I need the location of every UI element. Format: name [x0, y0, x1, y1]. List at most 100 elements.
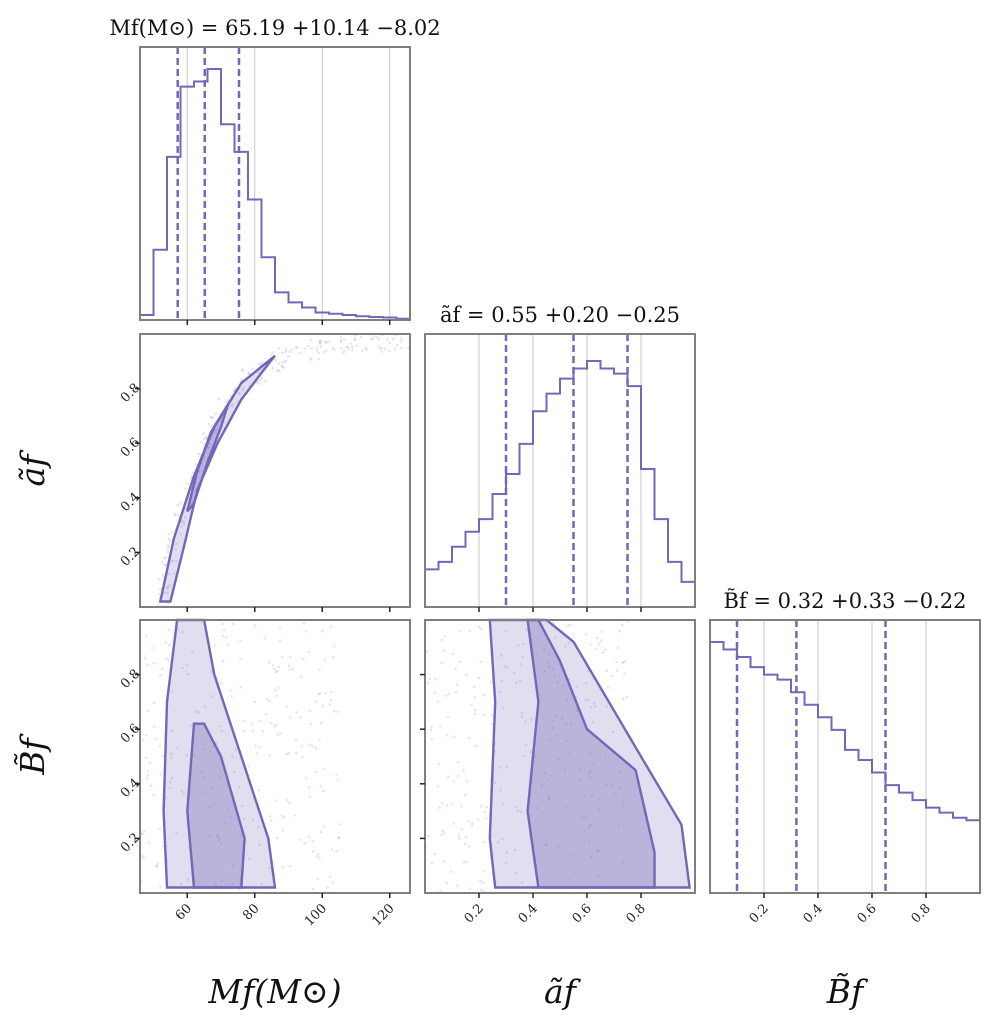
- scatter-point: [289, 716, 292, 719]
- scatter-point: [399, 340, 403, 343]
- x-axis-label-b-f: B̃f: [826, 972, 869, 1011]
- scatter-point: [231, 405, 234, 408]
- scatter-point: [180, 789, 184, 793]
- scatter-point: [522, 754, 525, 758]
- scatter-point: [547, 797, 551, 801]
- scatter-point: [520, 881, 524, 885]
- scatter-point: [477, 818, 480, 821]
- scatter-point: [186, 672, 189, 676]
- scatter-point: [483, 810, 487, 814]
- scatter-point: [328, 703, 332, 706]
- scatter-point: [333, 348, 336, 351]
- scatter-point: [556, 758, 560, 761]
- scatter-point: [543, 771, 547, 775]
- scatter-point: [247, 764, 250, 768]
- scatter-point: [605, 669, 609, 672]
- scatter-point: [168, 532, 171, 536]
- scatter-point: [518, 680, 522, 683]
- scatter-point: [167, 659, 170, 662]
- scatter-point: [477, 676, 481, 680]
- scatter-point: [241, 388, 244, 392]
- scatter-point: [319, 830, 323, 834]
- y-axis-label-b-f: B̃f: [13, 732, 52, 775]
- scatter-point: [179, 882, 183, 886]
- scatter-point: [170, 776, 174, 780]
- scatter-point: [622, 800, 626, 803]
- scatter-point: [181, 630, 185, 634]
- scatter-point: [329, 875, 332, 879]
- scatter-point: [287, 355, 290, 358]
- scatter-point: [434, 677, 437, 681]
- scatter-point: [388, 349, 391, 353]
- scatter-point: [318, 340, 322, 343]
- density-panel-mf-m-vs-f: [156, 333, 410, 608]
- scatter-point: [524, 743, 527, 747]
- scatter-point: [271, 351, 275, 354]
- scatter-point: [463, 793, 467, 797]
- scatter-point: [346, 345, 350, 349]
- scatter-point: [433, 852, 437, 856]
- scatter-point: [522, 642, 525, 646]
- scatter-point: [299, 838, 303, 842]
- scatter-point: [597, 808, 600, 812]
- scatter-point: [331, 881, 335, 884]
- scatter-point: [168, 786, 172, 790]
- scatter-point: [625, 695, 628, 699]
- scatter-point: [585, 681, 588, 685]
- scatter-point: [339, 340, 342, 344]
- scatter-point: [184, 515, 187, 519]
- scatter-point: [318, 739, 321, 742]
- scatter-point: [278, 369, 281, 373]
- scatter-point: [263, 637, 267, 640]
- scatter-point: [274, 689, 277, 692]
- contour-inner: [526, 618, 656, 889]
- scatter-point: [479, 627, 483, 631]
- scatter-point: [473, 708, 477, 712]
- scatter-point: [233, 770, 236, 774]
- scatter-point: [479, 660, 483, 664]
- scatter-point: [270, 721, 273, 725]
- scatter-point: [479, 879, 482, 883]
- scatter-point: [484, 817, 488, 820]
- scatter-point: [501, 706, 505, 710]
- scatter-point: [319, 785, 322, 788]
- scatter-point: [331, 655, 335, 659]
- scatter-point: [547, 661, 550, 665]
- scatter-point: [490, 681, 493, 684]
- scatter-point: [204, 791, 207, 794]
- scatter-point: [468, 629, 472, 633]
- scatter-point: [458, 660, 462, 663]
- scatter-point: [465, 780, 469, 783]
- scatter-point: [180, 525, 183, 528]
- scatter-point: [308, 743, 312, 746]
- scatter-point: [460, 805, 463, 808]
- x-tick-label-mf-m-3: 120: [369, 901, 397, 929]
- scatter-point: [220, 729, 224, 732]
- scatter-point: [242, 729, 246, 733]
- scatter-point: [587, 698, 591, 702]
- scatter-point: [343, 349, 346, 353]
- density-fill-inner: [187, 723, 245, 888]
- scatter-point: [261, 730, 265, 733]
- scatter-point: [547, 665, 551, 669]
- scatter-point: [287, 751, 291, 755]
- scatter-point: [595, 850, 599, 853]
- scatter-point: [318, 668, 321, 671]
- scatter-point: [169, 583, 172, 587]
- scatter-point: [207, 446, 210, 449]
- scatter-point: [623, 660, 627, 663]
- scatter-point: [615, 669, 619, 672]
- scatter-point: [238, 392, 242, 395]
- scatter-point: [179, 500, 183, 504]
- scatter-point: [505, 765, 509, 768]
- scatter-point: [457, 834, 461, 837]
- scatter-point: [290, 348, 294, 352]
- scatter-point: [572, 854, 575, 857]
- scatter-point: [218, 724, 222, 728]
- scatter-point: [277, 686, 280, 690]
- scatter-point: [167, 628, 171, 632]
- scatter-point: [255, 382, 259, 385]
- scatter-point: [453, 735, 456, 739]
- scatter-point: [155, 864, 158, 868]
- scatter-point: [259, 719, 263, 723]
